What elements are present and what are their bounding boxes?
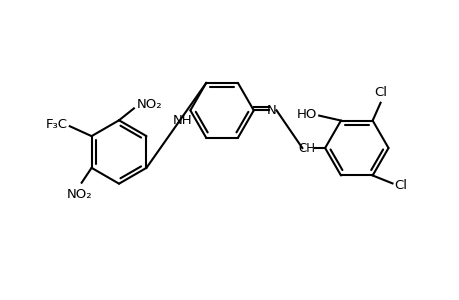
Text: NH: NH (172, 114, 192, 127)
Text: CH: CH (298, 142, 315, 154)
Text: NO₂: NO₂ (137, 98, 162, 111)
Text: Cl: Cl (394, 179, 407, 192)
Text: F₃C: F₃C (46, 118, 67, 131)
Text: Cl: Cl (373, 86, 386, 99)
Text: N: N (266, 104, 276, 117)
Text: HO: HO (296, 108, 317, 121)
Text: NO₂: NO₂ (67, 188, 92, 201)
